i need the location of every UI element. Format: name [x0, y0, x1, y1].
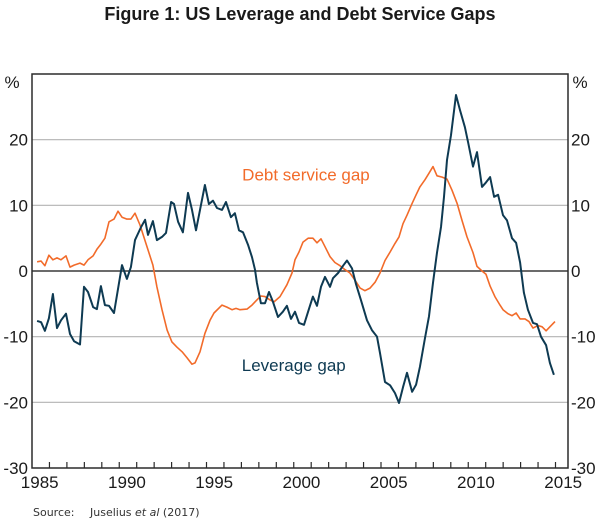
y-axis-left-unit: %: [4, 73, 19, 92]
debt-service-gap-line: [36, 165, 556, 365]
chart-title: Figure 1: US Leverage and Debt Service G…: [104, 4, 495, 24]
source-year: (2017): [159, 506, 199, 519]
y-tick-label-right: -30: [571, 459, 596, 478]
x-tick-label: 2010: [457, 473, 495, 492]
source-author: Juselius: [89, 506, 135, 519]
series-lines: [36, 94, 556, 404]
x-tick-label: 1985: [21, 473, 59, 492]
x-axis-ticks: 1985 1990 1995 2000 2005 2010 2015: [21, 462, 582, 492]
x-tick-label: 2000: [283, 473, 321, 492]
y-tick-label-right: -20: [571, 393, 596, 412]
debt-service-gap-label: Debt service gap: [242, 165, 370, 184]
y-tick-label-left: 20: [9, 131, 28, 150]
y-tick-label-right: 20: [571, 131, 590, 150]
y-tick-label-left: -10: [3, 328, 28, 347]
y-tick-label-left: -20: [3, 393, 28, 412]
y-tick-label-right: 0: [571, 262, 580, 281]
gridlines: [32, 139, 568, 403]
plot-frame: [31, 73, 569, 469]
leverage-gap-line: [36, 94, 555, 404]
x-tick-label: 2005: [370, 473, 408, 492]
y-tick-label-left: -30: [3, 459, 28, 478]
y-tick-label-right: 10: [571, 196, 590, 215]
series-annotations: Debt service gap Leverage gap: [242, 165, 370, 374]
y-tick-label-right: -10: [571, 328, 596, 347]
x-tick-label: 1995: [195, 473, 233, 492]
y-tick-label-left: 10: [9, 196, 28, 215]
source-text: Juselius et al (2017): [89, 506, 199, 519]
y-axis-left: 20 10 0 -10 -20 -30: [3, 131, 28, 478]
y-axis-right-unit: %: [572, 73, 587, 92]
source-label: Source:: [33, 506, 75, 519]
y-axis-right: 20 10 0 -10 -20 -30: [571, 131, 596, 478]
source-etal: et al: [135, 506, 159, 519]
x-tick-label: 2015: [544, 473, 582, 492]
leverage-gap-label: Leverage gap: [242, 356, 346, 375]
x-tick-label: 1990: [108, 473, 146, 492]
y-tick-label-left: 0: [19, 262, 28, 281]
